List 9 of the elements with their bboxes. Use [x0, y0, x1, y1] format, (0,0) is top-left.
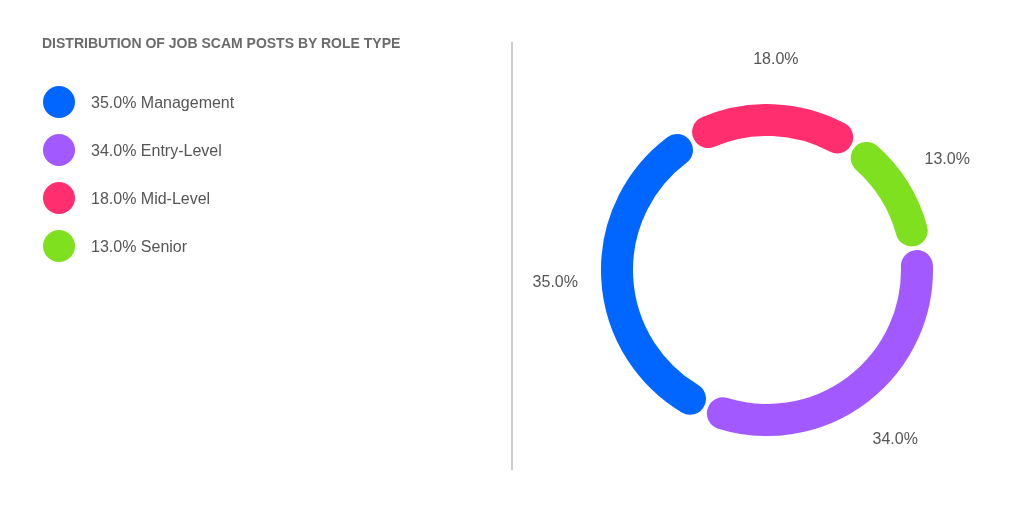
- data-label: 18.0%: [753, 49, 799, 67]
- data-label: 34.0%: [872, 430, 918, 448]
- chart-title: DISTRIBUTION OF JOB SCAM POSTS BY ROLE TYPE: [42, 35, 401, 51]
- legend-label: 34.0% Entry-Level: [91, 141, 222, 159]
- legend-label: 13.0% Senior: [91, 237, 188, 255]
- data-label: 13.0%: [924, 149, 970, 167]
- data-label: 35.0%: [532, 272, 578, 290]
- legend-label: 35.0% Management: [91, 93, 235, 111]
- legend-label: 18.0% Mid-Level: [91, 189, 211, 207]
